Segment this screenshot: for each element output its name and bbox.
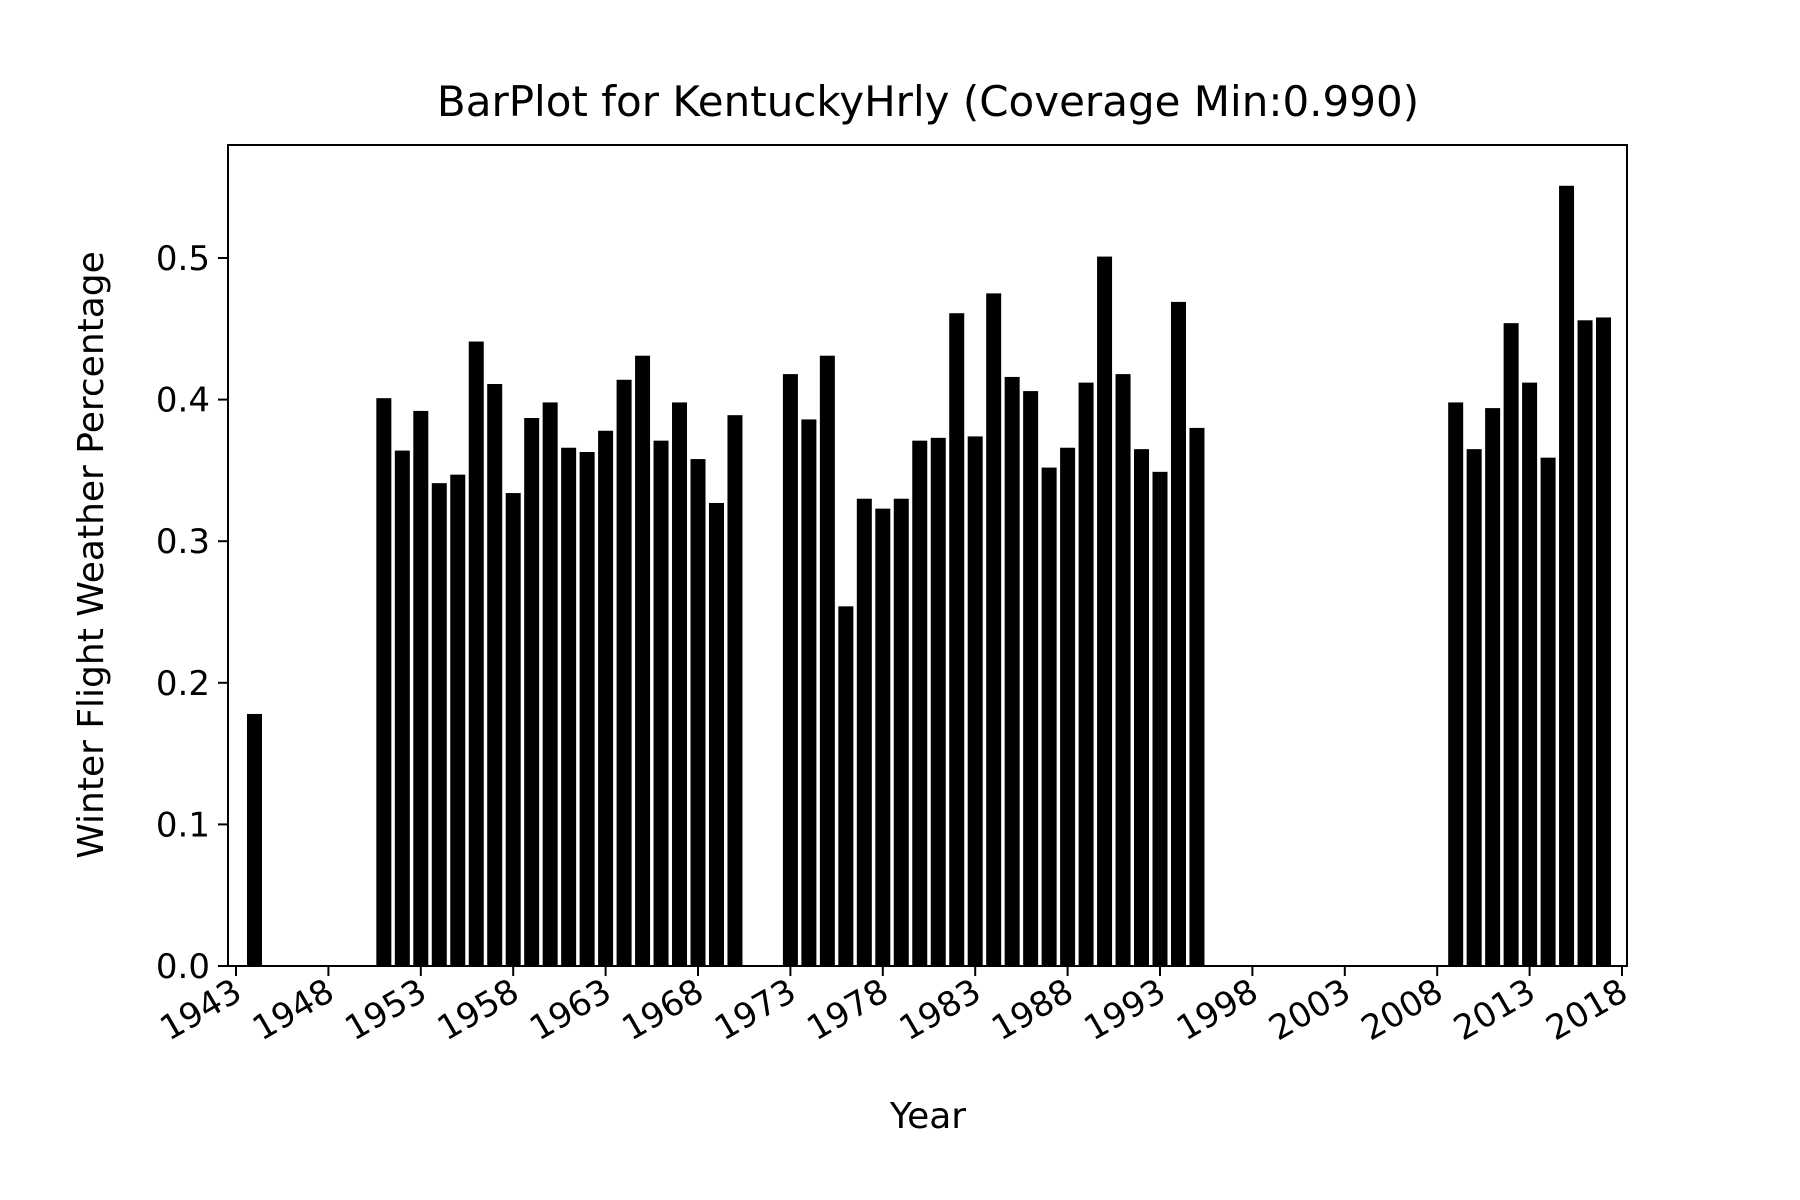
- plot-area-frame: [227, 144, 1628, 967]
- bar-2010: [1466, 449, 1482, 966]
- bar-1974: [801, 419, 817, 966]
- bar-1986: [1023, 391, 1039, 967]
- bar-2015: [1559, 185, 1575, 966]
- x-tick-label-2003: 2003: [1262, 971, 1357, 1049]
- x-tick-label-2008: 2008: [1355, 971, 1450, 1049]
- bar-1990: [1097, 256, 1113, 967]
- bar-2013: [1522, 382, 1538, 966]
- x-tick-label-1978: 1978: [800, 971, 895, 1049]
- bar-1966: [653, 440, 669, 966]
- x-tick-label-1973: 1973: [708, 971, 803, 1049]
- x-tick-label-1968: 1968: [616, 971, 711, 1049]
- bar-1968: [690, 459, 706, 966]
- bar-1958: [505, 493, 521, 966]
- y-axis-label: Winter Flight Weather Percentage: [71, 251, 112, 859]
- bar-1953: [413, 410, 429, 966]
- y-tick-label-0.5: 0.5: [156, 239, 210, 279]
- x-tick-label-1998: 1998: [1170, 971, 1265, 1049]
- x-tick-label-1953: 1953: [338, 971, 433, 1049]
- y-tick-label-0.4: 0.4: [156, 381, 210, 421]
- x-tick-label-1988: 1988: [985, 971, 1080, 1049]
- bar-2009: [1448, 402, 1464, 966]
- bar-1960: [542, 402, 558, 966]
- bar-1957: [487, 384, 503, 966]
- bars-layer: [246, 185, 1612, 967]
- bar-1969: [708, 502, 724, 966]
- bar-2016: [1577, 320, 1593, 966]
- x-tick-label-1983: 1983: [893, 971, 988, 1049]
- bar-1981: [930, 437, 946, 967]
- bar-2011: [1485, 408, 1501, 967]
- bar-2014: [1540, 457, 1556, 966]
- x-tick-label-1948: 1948: [246, 971, 341, 1049]
- bar-1970: [727, 415, 743, 966]
- bar-1985: [1004, 376, 1020, 966]
- bar-1993: [1152, 471, 1168, 966]
- bar-1982: [949, 313, 965, 967]
- bar-1980: [912, 440, 928, 966]
- x-tick-label-2018: 2018: [1540, 971, 1635, 1049]
- y-axis: 0.0 0.1 0.2 0.3 0.4 0.5: [156, 239, 228, 987]
- x-axis: 1943194819531958196319681973197819831988…: [154, 966, 1635, 1049]
- bar-1983: [967, 436, 983, 966]
- bar-1979: [893, 498, 909, 966]
- bar-1975: [819, 355, 835, 966]
- bar-1987: [1041, 467, 1057, 966]
- bar-2017: [1596, 317, 1612, 967]
- bar-1967: [672, 402, 688, 966]
- bar-1988: [1060, 447, 1076, 966]
- chart-title: BarPlot for KentuckyHrly (Coverage Min:0…: [437, 77, 1419, 126]
- bar-1977: [856, 498, 872, 966]
- bar-1992: [1134, 449, 1150, 966]
- bar-1951: [376, 398, 392, 966]
- x-tick-label-1958: 1958: [431, 971, 526, 1049]
- y-tick-label-0.1: 0.1: [156, 805, 210, 845]
- bar-1973: [782, 374, 798, 966]
- x-tick-label-2013: 2013: [1447, 971, 1542, 1049]
- bar-1965: [635, 355, 651, 966]
- x-axis-label: Year: [889, 1096, 966, 1137]
- bar-1952: [394, 450, 410, 967]
- bar-1994: [1170, 301, 1186, 966]
- y-tick-label-0.2: 0.2: [156, 664, 210, 704]
- bar-1963: [598, 430, 614, 966]
- x-tick-label-1993: 1993: [1078, 971, 1173, 1049]
- bar-1991: [1115, 374, 1131, 966]
- bar-1964: [616, 379, 632, 966]
- y-tick-label-0.0: 0.0: [156, 947, 210, 987]
- bar-1984: [986, 293, 1002, 966]
- bar-1978: [875, 508, 891, 966]
- bar-1995: [1189, 427, 1205, 966]
- bar-1955: [450, 474, 466, 966]
- bar-1962: [579, 451, 595, 966]
- bar-1976: [838, 606, 854, 966]
- bar-1989: [1078, 382, 1094, 966]
- x-tick-label-1963: 1963: [523, 971, 618, 1049]
- bar-2012: [1503, 323, 1519, 966]
- bar-1959: [524, 418, 540, 966]
- bar-1944: [246, 713, 262, 966]
- y-tick-label-0.3: 0.3: [156, 522, 210, 562]
- bar-1954: [431, 483, 447, 966]
- bar-1961: [561, 447, 577, 966]
- bar-1956: [468, 341, 484, 966]
